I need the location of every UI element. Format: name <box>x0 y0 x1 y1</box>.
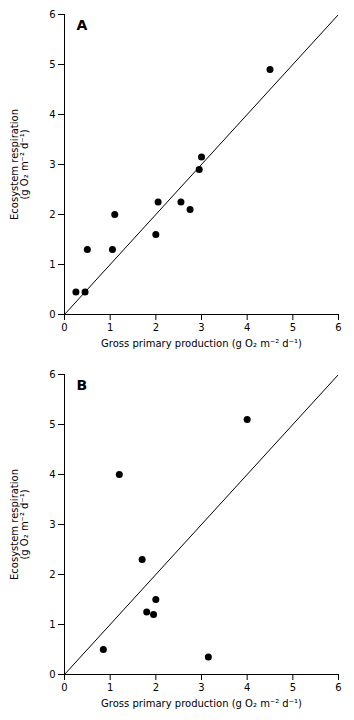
svg-text:3: 3 <box>198 682 204 693</box>
svg-text:3: 3 <box>49 519 55 530</box>
svg-text:4: 4 <box>244 682 250 693</box>
svg-text:Gross primary production (g O₂: Gross primary production (g O₂ m⁻² d⁻¹) <box>101 698 302 709</box>
svg-text:1: 1 <box>49 259 55 270</box>
svg-text:6: 6 <box>335 322 341 333</box>
svg-text:3: 3 <box>49 159 55 170</box>
svg-text:6: 6 <box>49 9 55 20</box>
svg-text:1: 1 <box>107 682 113 693</box>
svg-text:5: 5 <box>290 322 296 333</box>
svg-text:3: 3 <box>198 322 204 333</box>
svg-text:5: 5 <box>290 682 296 693</box>
svg-text:Ecosystem respiration(g O₂ m⁻²: Ecosystem respiration(g O₂ m⁻² d⁻¹) <box>9 109 30 220</box>
svg-text:2: 2 <box>153 322 159 333</box>
svg-text:4: 4 <box>49 109 55 120</box>
svg-text:4: 4 <box>49 469 55 480</box>
svg-text:5: 5 <box>49 419 55 430</box>
svg-text:0: 0 <box>61 322 67 333</box>
svg-text:6: 6 <box>49 369 55 380</box>
svg-text:Gross primary production (g O₂: Gross primary production (g O₂ m⁻² d⁻¹) <box>101 338 302 349</box>
svg-text:2: 2 <box>49 569 55 580</box>
svg-text:0: 0 <box>49 669 55 680</box>
svg-text:A: A <box>77 17 88 33</box>
svg-text:2: 2 <box>153 682 159 693</box>
svg-text:1: 1 <box>107 322 113 333</box>
svg-text:5: 5 <box>49 59 55 70</box>
svg-text:2: 2 <box>49 209 55 220</box>
svg-text:4: 4 <box>244 322 250 333</box>
svg-text:Ecosystem respiration(g O₂ m⁻²: Ecosystem respiration(g O₂ m⁻² d⁻¹) <box>9 469 30 580</box>
svg-text:1: 1 <box>49 619 55 630</box>
svg-text:6: 6 <box>335 682 341 693</box>
svg-text:B: B <box>77 377 88 393</box>
svg-text:0: 0 <box>49 309 55 320</box>
svg-text:0: 0 <box>61 682 67 693</box>
